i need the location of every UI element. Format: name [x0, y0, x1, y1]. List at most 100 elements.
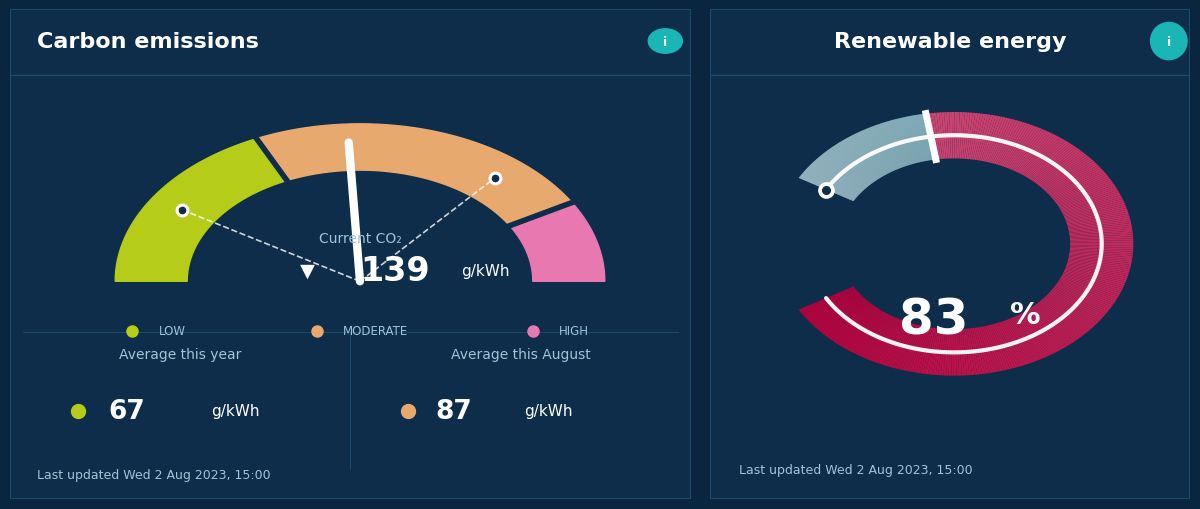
- Polygon shape: [870, 128, 900, 169]
- Polygon shape: [984, 326, 1003, 372]
- Polygon shape: [1058, 280, 1116, 302]
- Polygon shape: [1009, 129, 1042, 170]
- Polygon shape: [961, 113, 967, 159]
- Polygon shape: [904, 118, 922, 162]
- Polygon shape: [970, 114, 980, 160]
- Polygon shape: [800, 177, 854, 201]
- Polygon shape: [817, 159, 865, 189]
- Polygon shape: [966, 114, 976, 160]
- Polygon shape: [887, 122, 911, 165]
- Polygon shape: [800, 176, 854, 201]
- Polygon shape: [1037, 303, 1085, 336]
- Polygon shape: [841, 142, 881, 178]
- Polygon shape: [853, 135, 889, 174]
- Polygon shape: [857, 134, 890, 173]
- Polygon shape: [1026, 310, 1067, 348]
- Polygon shape: [857, 133, 892, 173]
- Polygon shape: [851, 136, 888, 175]
- Polygon shape: [938, 329, 946, 376]
- Polygon shape: [1064, 270, 1124, 286]
- Polygon shape: [1068, 259, 1130, 269]
- Polygon shape: [810, 166, 860, 194]
- Polygon shape: [872, 127, 901, 168]
- Polygon shape: [976, 328, 990, 374]
- Polygon shape: [868, 129, 899, 169]
- Polygon shape: [967, 329, 977, 375]
- Polygon shape: [905, 326, 924, 372]
- Polygon shape: [826, 304, 872, 337]
- Polygon shape: [834, 147, 876, 181]
- Polygon shape: [1069, 228, 1132, 235]
- Polygon shape: [1024, 139, 1063, 177]
- Polygon shape: [893, 121, 914, 164]
- Polygon shape: [860, 317, 894, 357]
- Polygon shape: [907, 327, 925, 372]
- Polygon shape: [947, 113, 950, 159]
- Polygon shape: [822, 155, 869, 186]
- Polygon shape: [820, 157, 868, 188]
- Polygon shape: [871, 127, 901, 168]
- Polygon shape: [899, 119, 918, 163]
- Polygon shape: [892, 121, 914, 164]
- Polygon shape: [850, 137, 887, 175]
- Polygon shape: [904, 118, 922, 163]
- Polygon shape: [1012, 318, 1045, 358]
- Polygon shape: [1026, 142, 1068, 178]
- Polygon shape: [832, 148, 875, 182]
- Polygon shape: [851, 136, 888, 175]
- Polygon shape: [902, 118, 922, 163]
- Polygon shape: [1044, 297, 1094, 327]
- Polygon shape: [806, 169, 859, 196]
- Polygon shape: [899, 119, 919, 163]
- Text: HIGH: HIGH: [559, 325, 589, 337]
- Polygon shape: [930, 329, 941, 375]
- Polygon shape: [959, 113, 965, 159]
- Polygon shape: [1069, 252, 1133, 258]
- Polygon shape: [844, 140, 882, 177]
- Polygon shape: [936, 113, 944, 159]
- Polygon shape: [1070, 246, 1133, 248]
- Polygon shape: [871, 320, 902, 362]
- Polygon shape: [826, 152, 871, 185]
- Polygon shape: [1049, 169, 1103, 196]
- Polygon shape: [865, 130, 896, 171]
- Polygon shape: [1064, 205, 1126, 220]
- Polygon shape: [925, 115, 936, 160]
- Polygon shape: [956, 113, 960, 159]
- Polygon shape: [866, 319, 899, 360]
- Polygon shape: [913, 116, 928, 161]
- Polygon shape: [884, 123, 908, 166]
- Polygon shape: [833, 307, 877, 343]
- Polygon shape: [799, 178, 854, 201]
- Text: Renewable energy: Renewable energy: [834, 32, 1067, 52]
- Polygon shape: [1006, 320, 1037, 362]
- Polygon shape: [1039, 301, 1087, 333]
- Text: 83: 83: [899, 296, 968, 344]
- Polygon shape: [835, 146, 877, 180]
- Polygon shape: [257, 125, 572, 227]
- Polygon shape: [814, 162, 863, 191]
- Text: 67: 67: [108, 398, 145, 424]
- Polygon shape: [911, 117, 926, 162]
- Polygon shape: [814, 162, 863, 191]
- Polygon shape: [115, 139, 287, 282]
- Polygon shape: [1061, 276, 1121, 295]
- Polygon shape: [990, 325, 1013, 369]
- Polygon shape: [1027, 309, 1069, 347]
- Polygon shape: [964, 329, 972, 375]
- Polygon shape: [1024, 312, 1063, 350]
- Polygon shape: [823, 154, 870, 186]
- Polygon shape: [1062, 275, 1122, 293]
- Polygon shape: [1010, 318, 1044, 359]
- Polygon shape: [821, 156, 868, 187]
- Polygon shape: [962, 329, 970, 376]
- Polygon shape: [1052, 289, 1106, 315]
- Polygon shape: [1004, 126, 1034, 168]
- Polygon shape: [839, 144, 880, 179]
- Polygon shape: [862, 318, 896, 358]
- Polygon shape: [962, 113, 970, 159]
- Polygon shape: [840, 143, 881, 179]
- Polygon shape: [1058, 187, 1117, 209]
- Polygon shape: [830, 149, 875, 182]
- Polygon shape: [887, 122, 911, 165]
